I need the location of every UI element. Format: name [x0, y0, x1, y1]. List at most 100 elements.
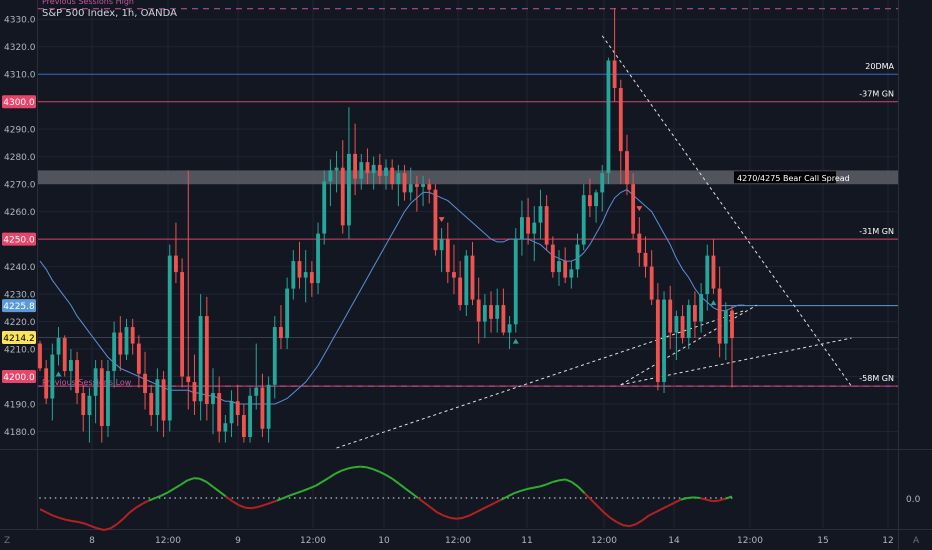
candle[interactable] — [211, 368, 215, 435]
candle[interactable] — [56, 327, 61, 366]
candle[interactable] — [520, 200, 524, 256]
candle[interactable] — [513, 228, 518, 333]
candle[interactable] — [155, 368, 160, 432]
candle[interactable] — [291, 250, 296, 300]
candle[interactable] — [544, 195, 549, 251]
candle[interactable] — [470, 241, 475, 306]
candle[interactable] — [68, 349, 73, 391]
candle[interactable] — [482, 294, 487, 339]
candle[interactable] — [686, 299, 691, 350]
candle[interactable] — [680, 305, 685, 344]
candle[interactable] — [643, 236, 648, 278]
candle[interactable] — [180, 258, 185, 388]
candle[interactable] — [254, 343, 259, 410]
candle[interactable] — [631, 173, 636, 240]
candle[interactable] — [433, 184, 438, 256]
candle[interactable] — [87, 387, 92, 443]
candle[interactable] — [309, 261, 314, 297]
candle[interactable] — [93, 360, 98, 424]
candle[interactable] — [507, 316, 512, 350]
candle[interactable] — [618, 79, 623, 185]
candle[interactable] — [452, 244, 456, 295]
candle[interactable] — [655, 283, 660, 391]
candle[interactable] — [569, 261, 574, 289]
candle[interactable] — [495, 288, 500, 333]
candle[interactable] — [526, 197, 531, 245]
candle[interactable] — [532, 206, 537, 262]
candle[interactable] — [464, 250, 469, 317]
candle[interactable] — [563, 247, 568, 284]
candle[interactable] — [161, 371, 166, 438]
candle[interactable] — [600, 164, 605, 212]
candle[interactable] — [99, 360, 104, 443]
candle[interactable] — [390, 159, 395, 190]
candle[interactable] — [186, 170, 191, 410]
candle[interactable] — [396, 164, 401, 207]
candle[interactable] — [674, 310, 679, 361]
candle[interactable] — [112, 321, 117, 388]
candle[interactable] — [285, 277, 290, 350]
candle[interactable] — [303, 250, 308, 303]
candle[interactable] — [167, 244, 172, 432]
candle[interactable] — [668, 285, 673, 350]
candle[interactable] — [279, 305, 283, 350]
candle[interactable] — [38, 340, 42, 372]
candle[interactable] — [353, 123, 358, 196]
candle[interactable] — [217, 376, 222, 443]
candle[interactable] — [612, 8, 617, 102]
candle[interactable] — [606, 57, 611, 185]
candle[interactable] — [414, 175, 419, 212]
candle[interactable] — [50, 343, 55, 421]
candle[interactable] — [693, 291, 697, 339]
candle[interactable] — [198, 294, 203, 421]
candle[interactable] — [575, 233, 580, 278]
candle[interactable] — [730, 305, 734, 388]
candle[interactable] — [174, 222, 178, 284]
candle[interactable] — [136, 335, 141, 388]
candle[interactable] — [223, 415, 228, 443]
candle[interactable] — [427, 178, 432, 204]
candle[interactable] — [458, 261, 463, 311]
candle[interactable] — [229, 390, 234, 438]
candle[interactable] — [377, 153, 382, 185]
candle[interactable] — [143, 351, 147, 410]
candle[interactable] — [340, 140, 345, 234]
candle[interactable] — [241, 404, 246, 443]
candle[interactable] — [421, 175, 425, 207]
candle[interactable] — [75, 351, 79, 405]
candle[interactable] — [272, 316, 277, 399]
candle[interactable] — [149, 384, 154, 427]
candle[interactable] — [235, 384, 240, 427]
candle[interactable] — [581, 184, 586, 251]
candle[interactable] — [637, 217, 642, 267]
candle[interactable] — [118, 316, 123, 372]
candle[interactable] — [501, 288, 506, 336]
candle[interactable] — [439, 228, 444, 273]
candle[interactable] — [717, 266, 722, 358]
candle[interactable] — [445, 222, 450, 284]
candle[interactable] — [62, 335, 67, 377]
candle[interactable] — [266, 376, 271, 443]
candle[interactable] — [347, 107, 351, 240]
candle[interactable] — [359, 153, 364, 190]
candle[interactable] — [322, 170, 327, 245]
candle[interactable] — [192, 354, 197, 416]
candle[interactable] — [260, 373, 265, 438]
candle[interactable] — [130, 318, 135, 355]
candle[interactable] — [297, 241, 302, 289]
candle[interactable] — [723, 302, 728, 361]
candle[interactable] — [587, 178, 592, 218]
candle[interactable] — [334, 151, 339, 193]
candle[interactable] — [365, 148, 370, 185]
candle[interactable] — [594, 189, 598, 223]
candle[interactable] — [402, 164, 407, 201]
candle[interactable] — [408, 167, 413, 201]
candle[interactable] — [371, 156, 376, 190]
candle[interactable] — [538, 189, 543, 240]
candle[interactable] — [489, 291, 493, 333]
candle[interactable] — [711, 239, 716, 295]
candle[interactable] — [81, 384, 86, 432]
candle[interactable] — [557, 250, 561, 286]
candle[interactable] — [699, 283, 704, 333]
